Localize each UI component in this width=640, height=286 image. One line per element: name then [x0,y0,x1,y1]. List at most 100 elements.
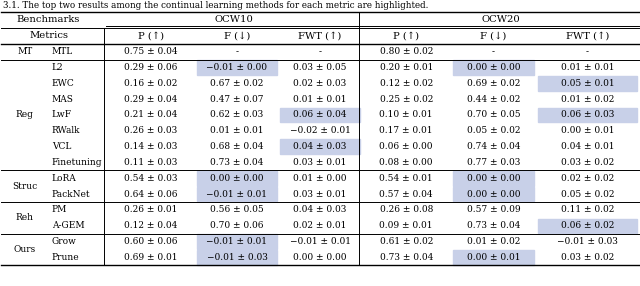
Text: 0.03 ± 0.01: 0.03 ± 0.01 [293,190,347,199]
Text: 0.26 ± 0.01: 0.26 ± 0.01 [124,205,177,214]
Text: 0.00 ± 0.00: 0.00 ± 0.00 [467,190,520,199]
Text: OCW20: OCW20 [481,15,520,25]
Bar [538,76,637,91]
Text: 0.44 ± 0.02: 0.44 ± 0.02 [467,95,520,104]
Text: 0.03 ± 0.02: 0.03 ± 0.02 [561,158,614,167]
Text: PM: PM [52,205,67,214]
Text: Metrics: Metrics [29,31,68,40]
Text: 0.00 ± 0.00: 0.00 ± 0.00 [467,63,520,72]
Text: 0.69 ± 0.02: 0.69 ± 0.02 [467,79,520,88]
Text: 0.04 ± 0.01: 0.04 ± 0.01 [561,142,614,151]
Text: FWT (↑): FWT (↑) [298,31,342,40]
Bar [452,250,534,265]
Text: LoRA: LoRA [52,174,77,183]
Text: 0.77 ± 0.03: 0.77 ± 0.03 [467,158,520,167]
Text: F (↓): F (↓) [480,31,507,40]
Text: 0.73 ± 0.04: 0.73 ± 0.04 [380,253,433,262]
Text: −0.01 ± 0.01: −0.01 ± 0.01 [289,237,351,246]
Bar [197,187,277,201]
Text: 0.02 ± 0.03: 0.02 ± 0.03 [293,79,347,88]
Bar [452,171,534,186]
Text: Reh: Reh [15,213,34,223]
Text: −0.01 ± 0.01: −0.01 ± 0.01 [207,190,268,199]
Text: Prune: Prune [52,253,79,262]
Text: 0.67 ± 0.02: 0.67 ± 0.02 [211,79,264,88]
Text: −0.01 ± 0.01: −0.01 ± 0.01 [207,237,268,246]
Text: 0.04 ± 0.03: 0.04 ± 0.03 [293,205,347,214]
Bar [280,139,360,154]
Text: 0.73 ± 0.04: 0.73 ± 0.04 [211,158,264,167]
Text: 0.20 ± 0.01: 0.20 ± 0.01 [380,63,433,72]
Text: 0.16 ± 0.02: 0.16 ± 0.02 [124,79,177,88]
Text: PackNet: PackNet [52,190,90,199]
Text: 0.54 ± 0.03: 0.54 ± 0.03 [124,174,177,183]
Text: 0.05 ± 0.02: 0.05 ± 0.02 [467,126,520,135]
Text: F (↓): F (↓) [224,31,250,40]
Text: OCW10: OCW10 [214,15,253,25]
Text: 0.08 ± 0.00: 0.08 ± 0.00 [380,158,433,167]
Text: A-GEM: A-GEM [52,221,84,230]
Text: 0.60 ± 0.06: 0.60 ± 0.06 [124,237,177,246]
Text: 0.68 ± 0.04: 0.68 ± 0.04 [210,142,264,151]
Text: VCL: VCL [52,142,71,151]
Text: P (↑): P (↑) [138,31,164,40]
Bar [197,234,277,249]
Text: 0.56 ± 0.05: 0.56 ± 0.05 [210,205,264,214]
Text: -: - [492,47,495,56]
Bar [452,187,534,201]
Text: 0.54 ± 0.01: 0.54 ± 0.01 [380,174,433,183]
Text: 0.69 ± 0.01: 0.69 ± 0.01 [124,253,177,262]
Text: Reg: Reg [16,110,33,120]
Text: 0.06 ± 0.03: 0.06 ± 0.03 [561,110,614,120]
Text: Ours: Ours [13,245,36,254]
Text: 0.05 ± 0.01: 0.05 ± 0.01 [561,79,614,88]
Text: 0.70 ± 0.06: 0.70 ± 0.06 [210,221,264,230]
Bar [280,108,360,122]
Text: −0.01 ± 0.00: −0.01 ± 0.00 [207,63,268,72]
Text: 0.01 ± 0.01: 0.01 ± 0.01 [210,126,264,135]
Text: 0.03 ± 0.02: 0.03 ± 0.02 [561,253,614,262]
Text: 0.03 ± 0.01: 0.03 ± 0.01 [293,158,347,167]
Text: −0.01 ± 0.03: −0.01 ± 0.03 [207,253,268,262]
Text: 0.11 ± 0.02: 0.11 ± 0.02 [561,205,614,214]
Text: 0.00 ± 0.01: 0.00 ± 0.01 [467,253,520,262]
Text: 0.10 ± 0.01: 0.10 ± 0.01 [380,110,433,120]
Text: 0.02 ± 0.01: 0.02 ± 0.01 [293,221,347,230]
Text: 0.04 ± 0.03: 0.04 ± 0.03 [293,142,347,151]
Bar [538,219,637,233]
Text: P (↑): P (↑) [393,31,419,40]
Text: 0.14 ± 0.03: 0.14 ± 0.03 [124,142,177,151]
Text: −0.01 ± 0.03: −0.01 ± 0.03 [557,237,618,246]
Text: Grow: Grow [52,237,77,246]
Bar [197,60,277,75]
Text: 0.26 ± 0.03: 0.26 ± 0.03 [124,126,177,135]
Text: MAS: MAS [52,95,74,104]
Text: 0.02 ± 0.02: 0.02 ± 0.02 [561,174,614,183]
Text: 3.1. The top two results among the continual learning methods for each metric ar: 3.1. The top two results among the conti… [3,1,429,10]
Text: 0.61 ± 0.02: 0.61 ± 0.02 [380,237,433,246]
Text: 0.00 ± 0.00: 0.00 ± 0.00 [467,174,520,183]
Text: FWT (↑): FWT (↑) [566,31,609,40]
Text: 0.25 ± 0.02: 0.25 ± 0.02 [380,95,433,104]
Text: 0.06 ± 0.04: 0.06 ± 0.04 [293,110,347,120]
Text: RWalk: RWalk [52,126,80,135]
Bar [452,60,534,75]
Text: 0.29 ± 0.04: 0.29 ± 0.04 [124,95,177,104]
Text: 0.01 ± 0.02: 0.01 ± 0.02 [561,95,614,104]
Text: 0.74 ± 0.04: 0.74 ± 0.04 [467,142,520,151]
Text: -: - [586,47,589,56]
Bar [197,250,277,265]
Text: 0.01 ± 0.01: 0.01 ± 0.01 [561,63,614,72]
Text: 0.12 ± 0.04: 0.12 ± 0.04 [124,221,177,230]
Text: MT: MT [17,47,32,56]
Text: 0.26 ± 0.08: 0.26 ± 0.08 [380,205,433,214]
Text: Finetuning: Finetuning [52,158,102,167]
Text: 0.80 ± 0.02: 0.80 ± 0.02 [380,47,433,56]
Text: 0.03 ± 0.05: 0.03 ± 0.05 [293,63,347,72]
Text: −0.02 ± 0.01: −0.02 ± 0.01 [289,126,351,135]
Text: -: - [236,47,239,56]
Text: 0.21 ± 0.04: 0.21 ± 0.04 [124,110,177,120]
Text: Benchmarks: Benchmarks [17,15,80,25]
Text: 0.57 ± 0.09: 0.57 ± 0.09 [467,205,520,214]
Text: LwF: LwF [52,110,72,120]
